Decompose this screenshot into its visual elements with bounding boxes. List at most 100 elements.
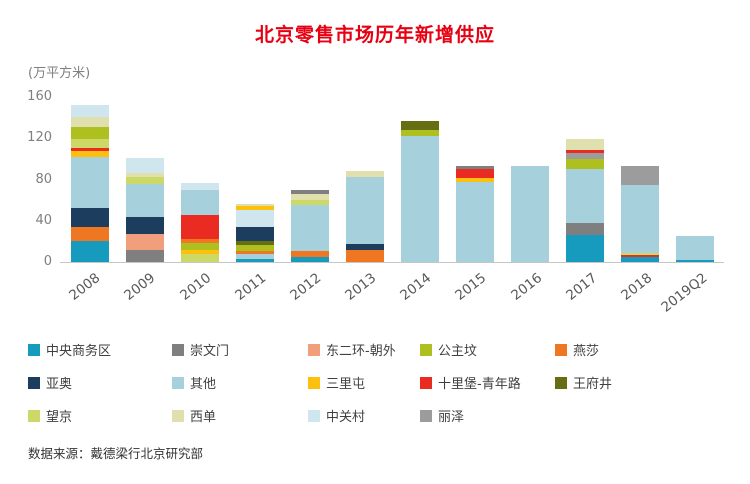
x-tick-label: 2018 <box>618 270 656 304</box>
x-tick-label: 2019Q2 <box>658 270 711 316</box>
bar-segment <box>70 156 109 209</box>
x-axis-baseline <box>60 262 724 263</box>
legend-swatch-icon <box>420 376 432 389</box>
bar-segment <box>620 252 659 255</box>
legend-swatch-icon <box>172 376 184 389</box>
legend-item: 其他 <box>172 373 308 392</box>
bar-segment <box>70 126 109 140</box>
legend-label: 望京 <box>46 410 73 425</box>
legend-swatch-icon <box>308 343 320 356</box>
legend-label: 中央商务区 <box>46 344 112 359</box>
stacked-bar-2018 <box>620 165 659 262</box>
bar-slot <box>117 97 172 262</box>
bar-segment <box>180 239 219 244</box>
chart-title: 北京零售市场历年新增供应 <box>254 24 495 46</box>
bar-segment <box>180 253 219 262</box>
bar-segment <box>455 169 494 178</box>
bar-segment <box>235 253 274 259</box>
stacked-bar-2012 <box>290 189 329 262</box>
legend-item: 十里堡-青年路 <box>420 373 555 392</box>
bar-segment <box>290 200 329 206</box>
legend-label: 崇文门 <box>190 344 230 359</box>
x-tick-label: 2016 <box>507 270 545 304</box>
bar-segment <box>620 256 659 262</box>
legend-swatch-icon <box>420 409 432 422</box>
bar-segment <box>675 259 714 262</box>
bar-segment <box>180 182 219 190</box>
x-tick-label: 2017 <box>563 270 600 304</box>
stacked-bar-2016 <box>510 166 549 262</box>
bar-segment <box>70 147 109 151</box>
bar-segment <box>125 173 164 178</box>
bar-segment <box>620 184 659 253</box>
x-tick-label: 2015 <box>452 270 490 304</box>
bar-segment <box>235 258 274 262</box>
bar-segment <box>565 169 604 223</box>
bar-segment <box>125 177 164 184</box>
stacked-bar-2010 <box>180 182 219 262</box>
legend-label: 燕莎 <box>573 344 600 359</box>
y-tick-label: 40 <box>35 212 52 228</box>
bar-slot <box>447 97 502 262</box>
bar-segment <box>455 166 494 170</box>
stacked-bar-2019Q2 <box>675 236 714 262</box>
bar-segment <box>70 150 109 157</box>
legend-label: 丽泽 <box>438 410 465 425</box>
stacked-bar-2011 <box>235 204 274 262</box>
bar-segment <box>455 177 494 182</box>
bar-slot <box>337 97 392 262</box>
bar-slot <box>172 97 227 262</box>
bar-segment <box>290 205 329 251</box>
bar-segment <box>70 139 109 148</box>
chart-legend: 中央商务区 崇文门 东二环-朝外 公主坟 燕莎 亚奥 其他 三里屯 十里堡-青年路 王府井 望京 西单… <box>28 340 728 425</box>
bar-segment <box>345 177 384 245</box>
y-axis-unit-label: (万平方米) <box>28 66 91 81</box>
bar-segment <box>290 193 329 201</box>
y-tick-label: 120 <box>27 130 52 146</box>
x-tick-label: 2009 <box>121 270 159 304</box>
legend-item: 中央商务区 <box>28 340 172 359</box>
legend-swatch-icon <box>172 343 184 356</box>
bar-segment <box>455 181 494 262</box>
legend-label: 西单 <box>190 410 217 425</box>
bar-slot <box>282 97 337 262</box>
bar-segment <box>290 256 329 262</box>
stacked-bar-2015 <box>455 166 494 262</box>
legend-item: 望京 <box>28 406 172 425</box>
legend-swatch-icon <box>555 343 567 356</box>
bar-segment <box>290 250 329 257</box>
bar-segment <box>180 189 219 215</box>
bar-segment <box>565 152 604 159</box>
legend-item: 燕莎 <box>555 340 728 359</box>
bar-segment <box>70 208 109 228</box>
bar-segment <box>235 245 274 251</box>
stacked-bar-2013 <box>345 171 384 262</box>
plot-area <box>62 97 724 262</box>
bar-segment <box>235 250 274 254</box>
stacked-bar-2017 <box>565 139 604 262</box>
legend-item: 丽泽 <box>420 406 555 425</box>
bar-slot <box>227 97 282 262</box>
bar-segment <box>235 241 274 246</box>
legend-swatch-icon <box>172 409 184 422</box>
bar-segment <box>125 234 164 250</box>
bar-slot <box>612 97 667 262</box>
bar-segment <box>180 243 219 250</box>
bar-segment <box>620 254 659 257</box>
legend-label: 中关村 <box>326 410 366 425</box>
bar-segment <box>565 222 604 236</box>
legend-item: 东二环-朝外 <box>308 340 420 359</box>
legend-swatch-icon <box>28 409 40 422</box>
bar-segment <box>510 166 549 262</box>
bar-segment <box>290 189 329 194</box>
bar-segment <box>675 236 714 260</box>
y-tick-label: 80 <box>35 171 52 187</box>
x-tick-label: 2013 <box>342 270 380 304</box>
y-axis: 0 40 80 120 160 <box>0 89 52 269</box>
stacked-bar-2009 <box>125 157 164 262</box>
bar-segment <box>565 149 604 153</box>
bar-segment <box>400 136 439 262</box>
x-tick-label: 2008 <box>66 270 104 304</box>
bar-segment <box>235 210 274 227</box>
